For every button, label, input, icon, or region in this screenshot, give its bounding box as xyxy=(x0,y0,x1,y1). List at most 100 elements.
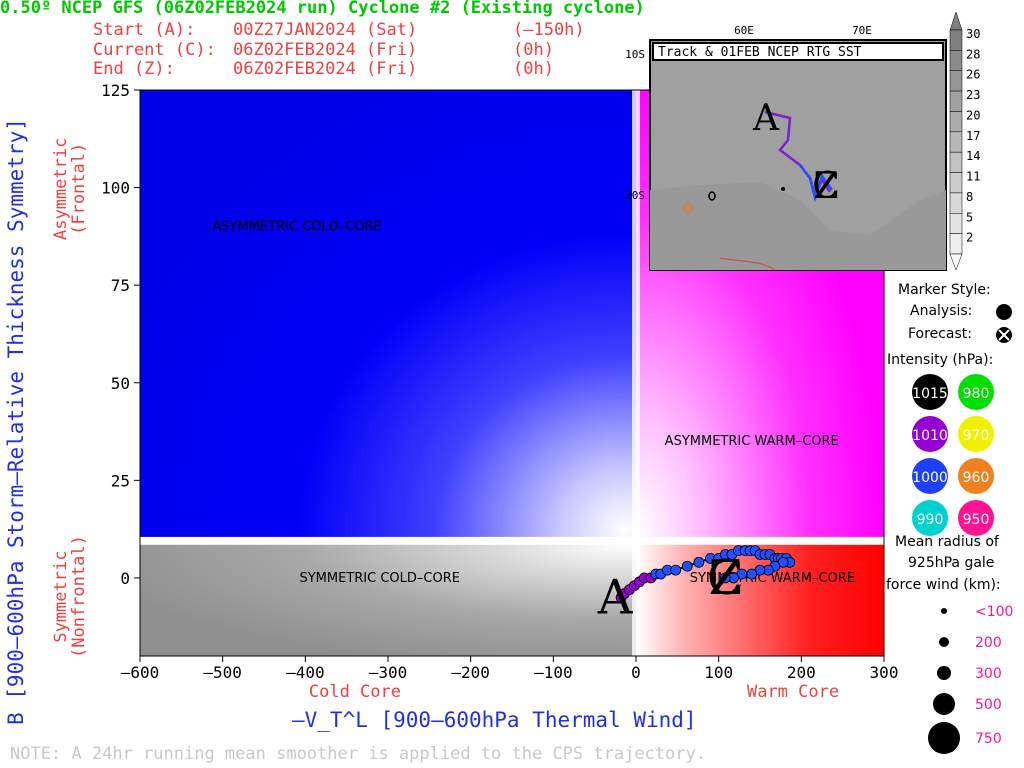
radius-label: 300 xyxy=(975,666,1002,682)
radius-swatch xyxy=(937,666,951,680)
intensity-swatch xyxy=(958,374,994,410)
trajectory-point xyxy=(681,560,693,572)
footnote: NOTE: A 24hr running mean smoother is ap… xyxy=(10,744,706,764)
radius-label: <100 xyxy=(975,604,1013,620)
colorbar-tick-label: 8 xyxy=(966,190,973,204)
intensity-swatch xyxy=(912,500,948,536)
colorbar-top-arrow xyxy=(949,11,963,31)
y-side-label-bottom: Symmetric (Nonfrontal) xyxy=(51,535,89,658)
colorbar-tick-label: 2 xyxy=(966,231,973,245)
x-tick-label: 100 xyxy=(704,663,733,682)
colorbar-cell xyxy=(949,90,963,112)
inset-map: ACZ Track & 01FEB NCEP RTG SST 60E 70E 10S 20… xyxy=(625,11,980,271)
legend-radius-title-3: force wind (km): xyxy=(886,577,1001,593)
colorbar-cell xyxy=(949,192,963,214)
start-label: Start (A): xyxy=(93,20,196,40)
x-tick-label: –200 xyxy=(451,663,490,682)
legend-intensity-title: Intensity (hPa): xyxy=(887,352,994,368)
forecast-marker-x xyxy=(998,329,1010,341)
current-offset: (0h) xyxy=(513,40,554,60)
colorbar-cell xyxy=(949,131,963,153)
inset-title-box xyxy=(652,42,944,61)
end-date: 06Z02FEB2024 (Fri) xyxy=(233,59,418,79)
intensity-label: 950 xyxy=(963,512,990,528)
x-tick-label: 200 xyxy=(787,663,816,682)
trajectory-point xyxy=(693,556,705,568)
end-label: End (Z): xyxy=(93,59,175,79)
intensity-label: 980 xyxy=(963,386,990,402)
end-offset: (0h) xyxy=(513,59,554,79)
colorbar-tick-label: 5 xyxy=(966,210,973,224)
x-tick-label: –100 xyxy=(534,663,573,682)
radius-swatch xyxy=(933,693,955,715)
inset-island xyxy=(683,203,693,213)
start-date: 00Z27JAN2024 (Sat) xyxy=(233,20,418,40)
colorbar-cell xyxy=(949,50,963,71)
colorbar-cell xyxy=(949,213,963,234)
y-tick-label: 75 xyxy=(111,276,130,295)
current-date: 06Z02FEB2024 (Fri) xyxy=(233,40,418,60)
inset-track-blue xyxy=(799,164,834,203)
radius-label: 750 xyxy=(975,731,1002,747)
start-marker-A: A xyxy=(597,569,634,625)
y-tick-label: 25 xyxy=(111,471,130,490)
legend-graphics: 1015 980 1010 970 1000 960 990 950 <100 200 300 500… xyxy=(912,304,1013,754)
sym-warm-region xyxy=(636,542,884,656)
intensity-label: 1015 xyxy=(912,386,948,402)
y-side-label-top: Asymmetric (Frontal) xyxy=(51,137,89,240)
x-side-label-left: Cold Core xyxy=(309,682,401,702)
legend-analysis: Analysis: xyxy=(910,303,973,319)
axes: –600 –500 –400 –300 –200 –100 0 100 200 300 125 100… xyxy=(101,81,898,702)
start-offset: (–150h) xyxy=(513,20,585,40)
inset-dot xyxy=(781,187,785,191)
colorbar-tick-label: 14 xyxy=(966,149,980,163)
quadrant-label: SYMMETRIC COLD–CORE xyxy=(299,571,459,586)
y-axis-title: B [900–600hPa Storm–Relative Thickness S… xyxy=(4,118,28,725)
intensity-label: 990 xyxy=(917,512,944,528)
x-axis-title: –V_T^L [900–600hPa Thermal Wind] xyxy=(292,708,697,732)
colorbar-tick-label: 11 xyxy=(966,170,980,184)
colorbar-cell xyxy=(949,233,963,255)
intensity-swatch xyxy=(912,458,948,494)
colorbar-cell xyxy=(949,111,963,133)
colorbar-tick-label: 17 xyxy=(966,129,980,143)
intensity-label: 960 xyxy=(963,470,990,486)
chart-title: 0.50º NCEP GFS (06Z02FEB2024 run) Cyclon… xyxy=(0,0,645,18)
inset-title: Track & 01FEB NCEP RTG SST xyxy=(658,45,862,60)
trajectory-point xyxy=(670,564,682,576)
legend-radius-title-1: Mean radius of xyxy=(895,534,999,550)
legend-radius-title-2: 925hPa gale xyxy=(908,555,995,571)
trajectory: A CZ xyxy=(597,545,796,625)
inset-marker-Z: Z xyxy=(813,166,838,207)
colorbar-cell xyxy=(949,172,963,194)
intensity-label: 1000 xyxy=(912,470,948,486)
analysis-marker-icon xyxy=(996,304,1012,320)
intensity-swatch xyxy=(912,374,948,410)
x-tick-label: 0 xyxy=(631,663,641,682)
core-divider xyxy=(632,90,640,656)
inset-contour xyxy=(719,257,776,271)
x-side-label-right: Warm Core xyxy=(747,682,839,702)
x-tick-label: 300 xyxy=(870,663,899,682)
symmetry-divider xyxy=(140,536,884,545)
colorbar-tick-label: 28 xyxy=(966,47,980,61)
colorbar-cell xyxy=(949,151,963,173)
legend-marker-style: Marker Style: xyxy=(898,282,991,298)
x-tick-label: –300 xyxy=(369,663,408,682)
trajectory-point xyxy=(746,568,758,580)
trajectory-point xyxy=(719,572,731,584)
colorbar-cell xyxy=(949,70,963,92)
radius-swatch xyxy=(941,608,947,614)
quadrant-label: ASYMMETRIC COLD–CORE xyxy=(212,220,381,235)
colorbar-bottom-arrow xyxy=(949,253,963,271)
inset-land xyxy=(650,182,946,270)
y-tick-label: 100 xyxy=(101,179,130,198)
inset-marker-C: C xyxy=(812,166,840,207)
radius-label: 500 xyxy=(975,697,1002,713)
y-tick-label: 50 xyxy=(111,374,130,393)
colorbar-tick-label: 20 xyxy=(966,108,980,122)
intensity-swatch xyxy=(958,458,994,494)
intensity-swatch xyxy=(958,500,994,536)
inset-lat-label: 10S xyxy=(625,48,645,61)
colorbar-tick-label: 23 xyxy=(966,88,980,102)
